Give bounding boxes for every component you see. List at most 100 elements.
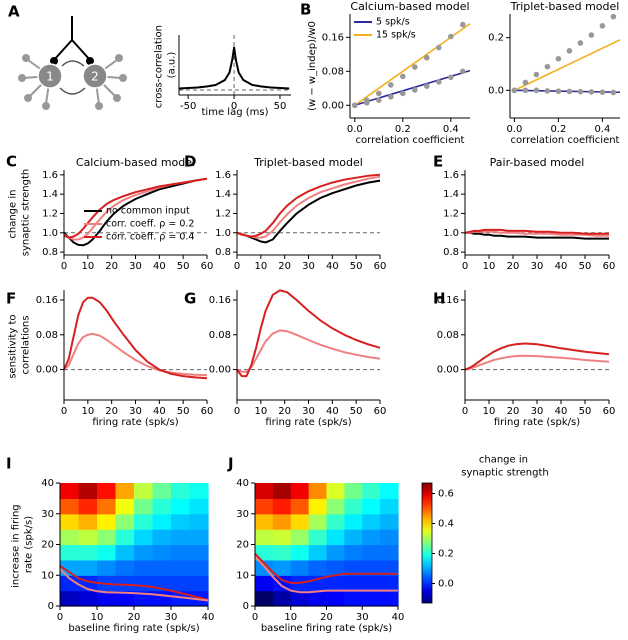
line-series xyxy=(63,177,208,247)
heat-cell xyxy=(78,513,98,530)
x-tick-label: 0 xyxy=(252,612,258,623)
data-point xyxy=(424,54,430,61)
x-tick-label: 30 xyxy=(302,406,315,417)
x-axis-label: correlation coefficient xyxy=(511,135,620,146)
text-line: sensitivity to xyxy=(8,311,19,378)
heat-cell xyxy=(380,529,399,546)
heat-cell xyxy=(308,590,328,607)
heat-cell xyxy=(60,544,80,561)
y-tick-label: 1.6 xyxy=(443,170,459,181)
x-tick-label: 20 xyxy=(507,406,520,417)
y-tick-label: 1.2 xyxy=(443,208,459,219)
x-tick-label: 50 xyxy=(274,101,287,112)
heat-cell xyxy=(97,529,117,546)
heat-cell xyxy=(255,483,274,499)
heat-cell xyxy=(344,544,363,561)
x-tick-label: 40 xyxy=(202,612,215,623)
panel-label: A xyxy=(8,3,20,21)
panel-label: I xyxy=(6,455,12,473)
data-point xyxy=(364,97,370,103)
heat-cell xyxy=(380,575,399,592)
chart-title: Triplet-based model xyxy=(510,0,620,13)
heat-cell xyxy=(134,513,154,530)
heat-cell xyxy=(380,590,399,607)
heat-cell xyxy=(290,559,310,576)
heat-cell xyxy=(115,559,135,576)
heat-cell xyxy=(97,590,117,607)
heat-cell xyxy=(344,529,363,546)
panel-label: C xyxy=(6,153,17,171)
x-tick-label: 50 xyxy=(177,261,190,272)
heat-cell xyxy=(115,575,135,592)
data-point xyxy=(610,13,617,20)
y-axis-label: cross-correlation (a.u.) xyxy=(154,22,178,108)
x-tick-label: 30 xyxy=(302,261,315,272)
legend-label: 5 spk/s xyxy=(376,17,410,28)
data-point xyxy=(352,102,358,109)
heat-cell xyxy=(78,544,98,561)
text-line: change in xyxy=(8,186,19,238)
y-axis-label: sensitivity to correlations xyxy=(8,311,32,378)
x-tick-label: 60 xyxy=(201,261,214,272)
chart-title: Triplet-based model xyxy=(253,156,363,169)
chart-title: Calcium-based model xyxy=(76,156,195,169)
heat-cell xyxy=(326,559,345,576)
heat-cell xyxy=(115,529,135,546)
panel-label: G xyxy=(184,290,196,308)
heat-cell xyxy=(380,483,399,499)
text-line: rate (spk/s) xyxy=(24,516,35,573)
y-tick-label: 30 xyxy=(41,509,54,520)
heat-cell xyxy=(171,529,191,546)
data-point xyxy=(460,21,466,28)
heat-cell xyxy=(171,483,191,499)
colorbar-label: change in synaptic strength xyxy=(461,455,548,479)
heat-cell xyxy=(152,513,172,530)
heat-cell xyxy=(171,544,191,561)
y-tick-label: 1.4 xyxy=(443,189,459,200)
x-tick-label: 50 xyxy=(350,406,363,417)
heat-cell xyxy=(308,529,328,546)
line-series xyxy=(63,296,208,380)
x-tick-label: 40 xyxy=(392,612,405,623)
heat-cell xyxy=(78,498,98,515)
heat-cell xyxy=(326,513,345,530)
y-tick-label: 0.8 xyxy=(215,247,231,258)
heat-cell xyxy=(171,575,191,592)
heat-cell xyxy=(78,483,98,499)
x-tick-label: 50 xyxy=(350,261,363,272)
line-series xyxy=(236,289,381,378)
data-point xyxy=(400,90,406,97)
y-tick-label: 0.08 xyxy=(437,330,459,341)
heat-cell xyxy=(60,575,80,592)
panel-label: J xyxy=(227,455,234,473)
heat-cell xyxy=(152,498,172,515)
x-tick-label: 20 xyxy=(320,612,333,623)
data-point xyxy=(412,87,418,93)
x-tick-label: 20 xyxy=(128,612,141,623)
data-point xyxy=(544,88,551,94)
heat-cell xyxy=(97,544,117,561)
heat-cell xyxy=(152,544,172,561)
data-point xyxy=(555,55,562,62)
colorbar-tick-label: 0.0 xyxy=(438,579,454,590)
data-point xyxy=(436,44,442,51)
heat-cell xyxy=(272,559,292,576)
y-tick-label: 1.2 xyxy=(215,208,231,219)
x-tick-label: 0.2 xyxy=(550,124,566,135)
x-tick-label: 60 xyxy=(603,406,616,417)
heat-cell xyxy=(326,498,345,515)
x-tick-label: 60 xyxy=(603,261,616,272)
data-point xyxy=(436,79,442,85)
y-axis-label: (w − w_indep)/w0 xyxy=(307,21,318,111)
x-tick-label: 0 xyxy=(234,406,240,417)
data-point xyxy=(577,40,584,46)
x-tick-label: 50 xyxy=(579,406,592,417)
y-tick-label: 0.8 xyxy=(443,247,459,258)
heat-cell xyxy=(362,590,381,607)
heat-cell xyxy=(97,483,117,499)
y-tick-label: 10 xyxy=(41,570,54,581)
line-series xyxy=(254,556,398,594)
line-series xyxy=(236,173,381,238)
heat-cell xyxy=(344,498,363,515)
y-tick-label: 40 xyxy=(236,478,249,489)
